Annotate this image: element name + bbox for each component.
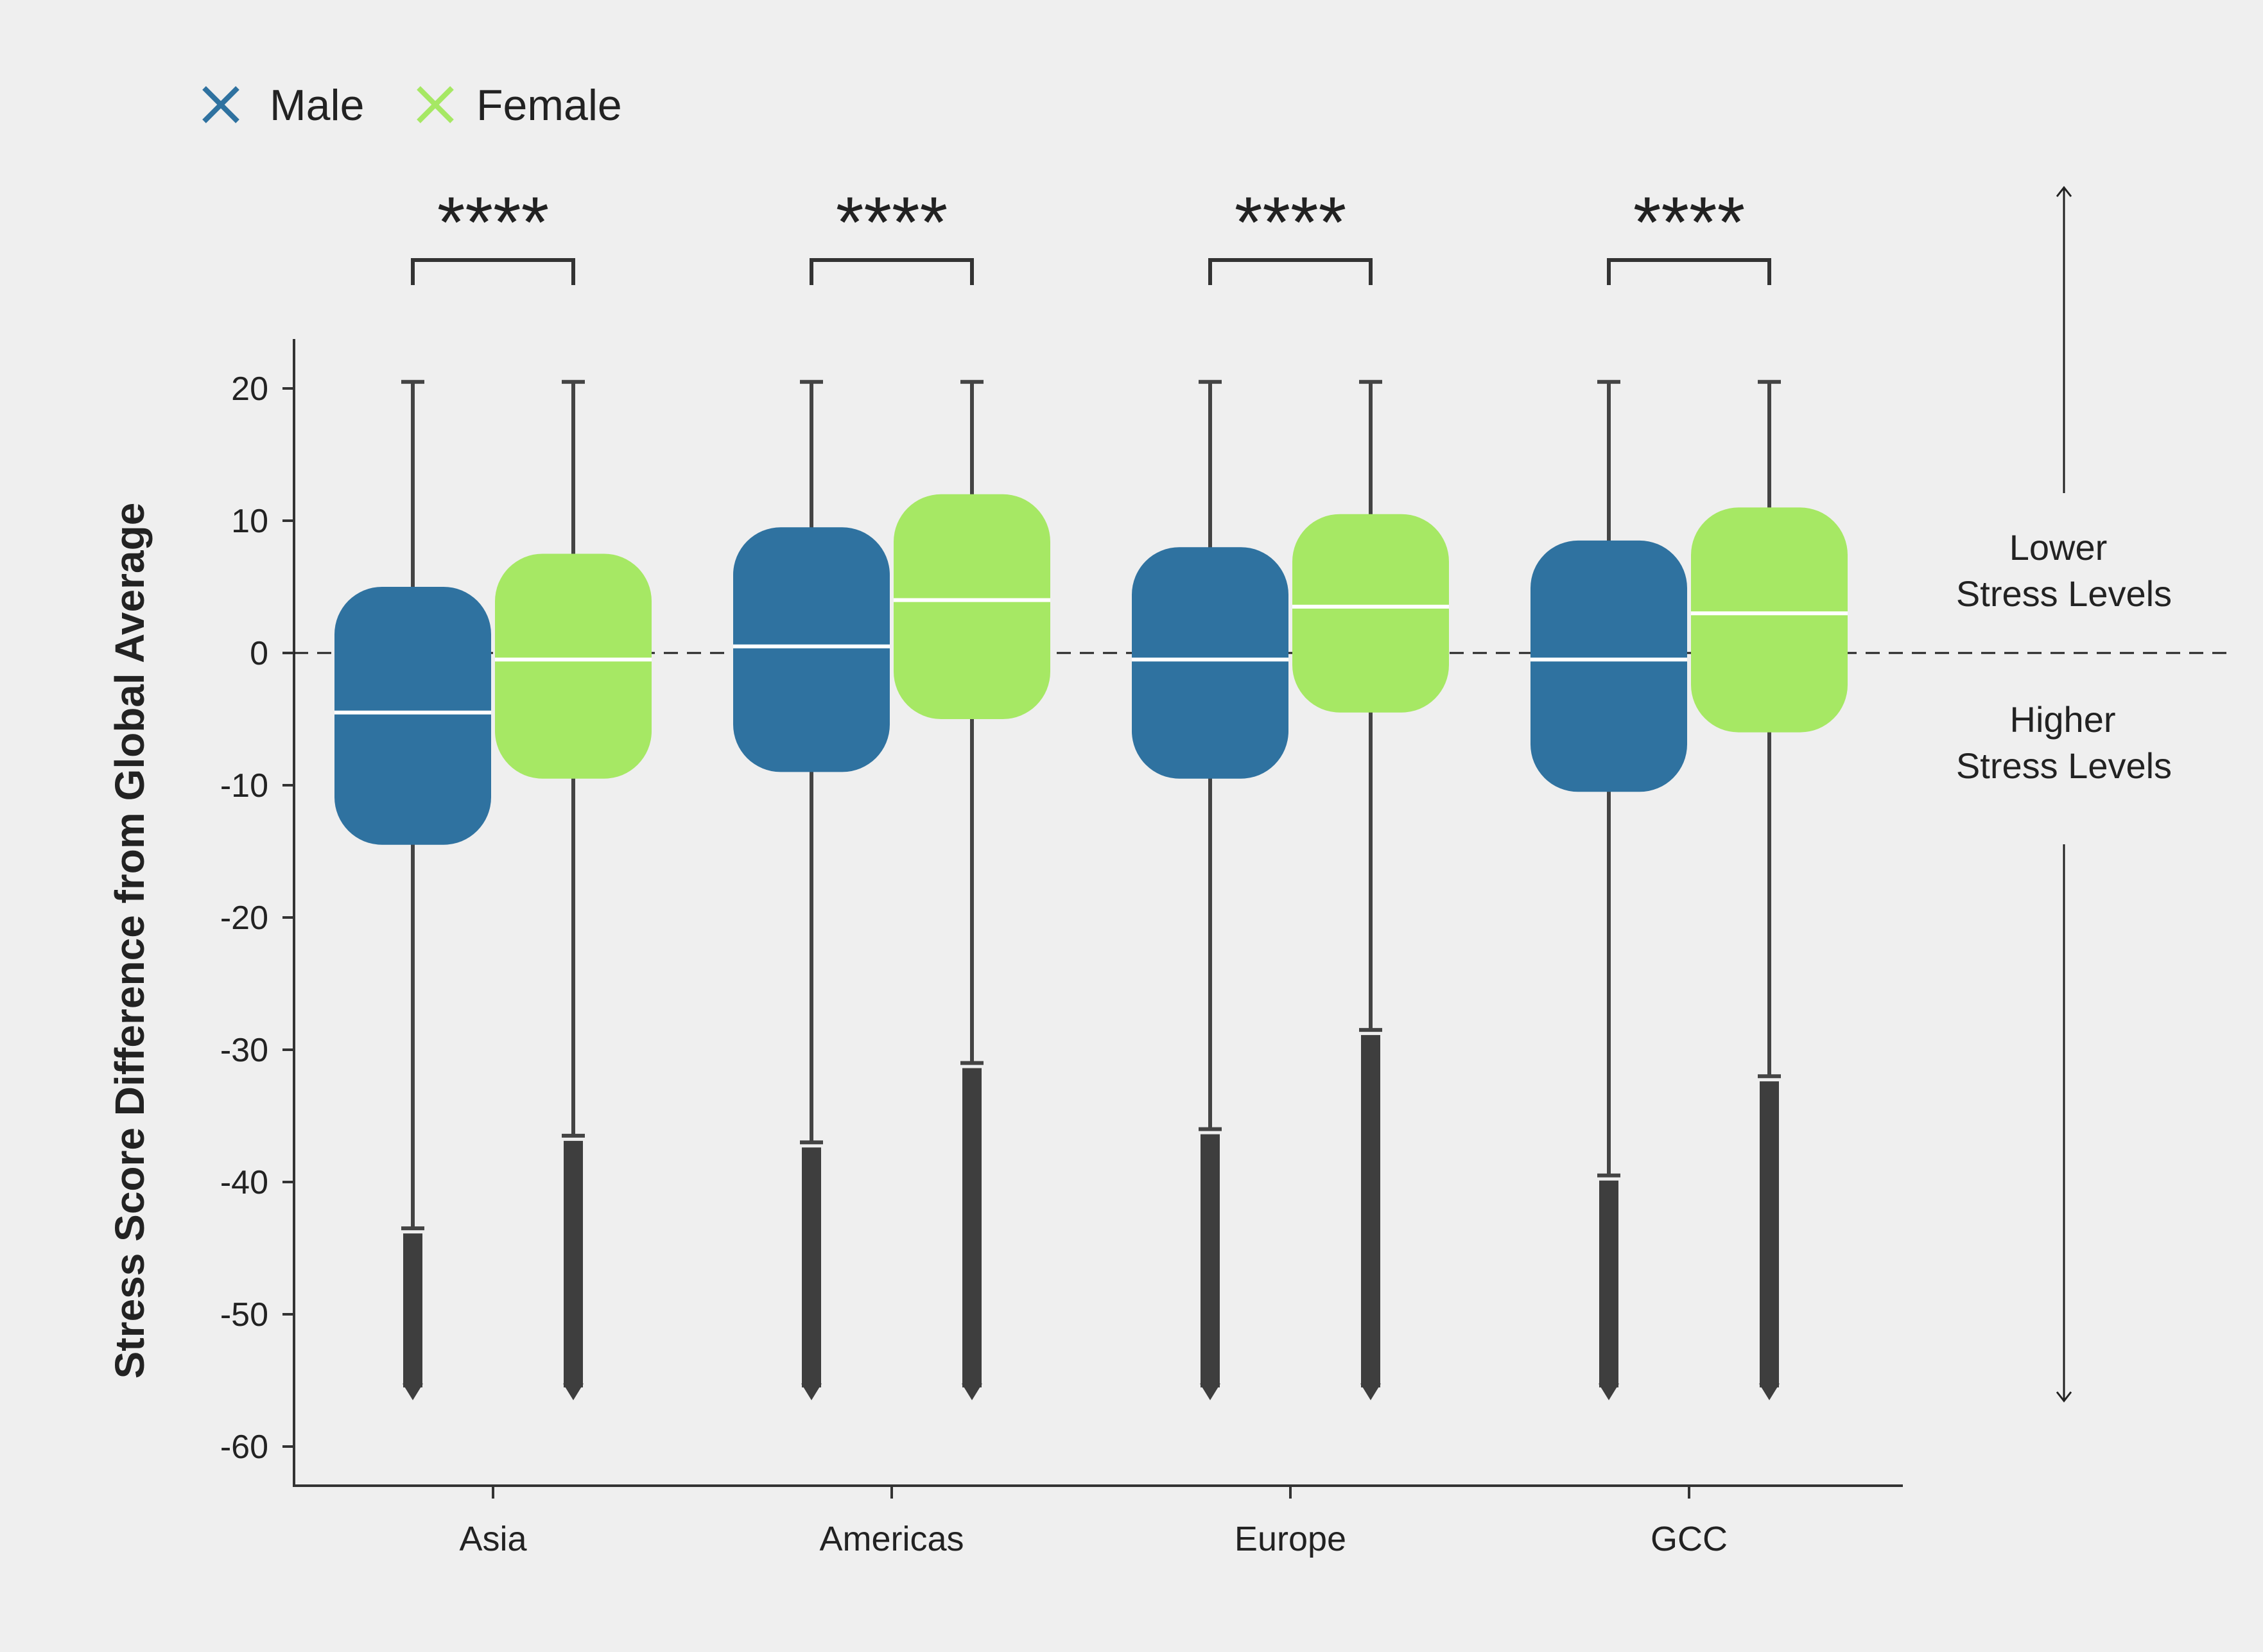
significance-label: **** bbox=[1235, 182, 1346, 263]
outlier-points bbox=[962, 1068, 982, 1387]
significance-label: **** bbox=[836, 182, 948, 263]
outlier-points bbox=[1599, 1180, 1618, 1387]
outlier-tip bbox=[1200, 1383, 1220, 1400]
annotation-higher-line1: Higher bbox=[2010, 699, 2116, 740]
significance-bracket bbox=[411, 258, 575, 285]
outlier-tip bbox=[801, 1383, 822, 1400]
outlier-tip bbox=[563, 1383, 584, 1400]
legend-female-label: Female bbox=[476, 81, 622, 130]
y-tick-label: 20 bbox=[231, 370, 268, 408]
box-americas-female bbox=[894, 379, 1050, 1400]
outlier-tip bbox=[1759, 1383, 1780, 1400]
annotation-lower-line1: Lower bbox=[2009, 527, 2108, 568]
box-americas-male bbox=[733, 379, 890, 1400]
outlier-points bbox=[1760, 1081, 1779, 1387]
annotation-lower-line2: Stress Levels bbox=[1956, 573, 2172, 614]
outlier-tip bbox=[403, 1383, 423, 1400]
significance-bracket bbox=[1208, 258, 1373, 285]
box-body bbox=[1292, 514, 1449, 713]
box-body bbox=[334, 587, 491, 845]
legend-female-marker bbox=[417, 86, 454, 123]
y-tick-label: -10 bbox=[220, 767, 268, 804]
y-tick-label: -20 bbox=[220, 900, 268, 937]
outlier-points bbox=[1201, 1134, 1220, 1387]
significance-label: **** bbox=[437, 182, 549, 263]
box-body bbox=[1691, 507, 1848, 733]
outlier-tip bbox=[1599, 1383, 1619, 1400]
legend-male-label: Male bbox=[270, 81, 364, 130]
box-asia-male bbox=[334, 379, 491, 1400]
x-category-label: Americas bbox=[819, 1520, 964, 1558]
annotation-higher-line2: Stress Levels bbox=[1956, 745, 2172, 786]
outlier-points bbox=[403, 1233, 422, 1387]
up-arrow-head bbox=[2056, 186, 2072, 197]
significance-label: **** bbox=[1633, 182, 1745, 263]
y-tick-label: 10 bbox=[231, 503, 268, 540]
box-body bbox=[495, 553, 652, 779]
outlier-points bbox=[802, 1147, 821, 1387]
box-body bbox=[894, 494, 1050, 719]
x-categories: Asia Americas Europe GCC bbox=[459, 1487, 1728, 1558]
outlier-tip bbox=[1360, 1383, 1381, 1400]
box-body bbox=[1530, 540, 1687, 792]
y-tick-label: -40 bbox=[220, 1164, 268, 1201]
significance-brackets: **** **** **** **** bbox=[411, 182, 1771, 285]
down-arrow-head bbox=[2056, 1391, 2072, 1403]
y-axis-label: Stress Score Difference from Global Aver… bbox=[107, 503, 153, 1379]
box-body bbox=[733, 527, 890, 772]
box-body bbox=[1132, 547, 1288, 779]
legend-male-marker bbox=[202, 86, 239, 123]
outlier-points bbox=[564, 1140, 583, 1387]
x-category-label: Europe bbox=[1235, 1520, 1346, 1558]
significance-bracket bbox=[1607, 258, 1771, 285]
box-europe-male bbox=[1132, 379, 1288, 1400]
outlier-tip bbox=[962, 1383, 982, 1400]
box-asia-female bbox=[495, 379, 652, 1400]
y-tick-label: -60 bbox=[220, 1429, 268, 1466]
box-gcc-female bbox=[1691, 379, 1848, 1400]
legend: Male Female bbox=[202, 81, 622, 130]
box-europe-female bbox=[1292, 379, 1449, 1400]
y-ticks: 20 10 0 -10 -20 -30 -40 -50 -60 bbox=[220, 370, 294, 1466]
x-category-label: GCC bbox=[1651, 1520, 1728, 1558]
stress-direction-annotation: Lower Stress Levels Higher Stress Levels bbox=[1956, 186, 2172, 1403]
outlier-points bbox=[1361, 1035, 1380, 1387]
y-tick-label: 0 bbox=[250, 635, 268, 672]
significance-bracket bbox=[810, 258, 974, 285]
y-tick-label: -30 bbox=[220, 1032, 268, 1069]
x-category-label: Asia bbox=[459, 1520, 527, 1558]
boxes bbox=[334, 379, 1848, 1400]
y-tick-label: -50 bbox=[220, 1296, 268, 1334]
box-gcc-male bbox=[1530, 379, 1687, 1400]
